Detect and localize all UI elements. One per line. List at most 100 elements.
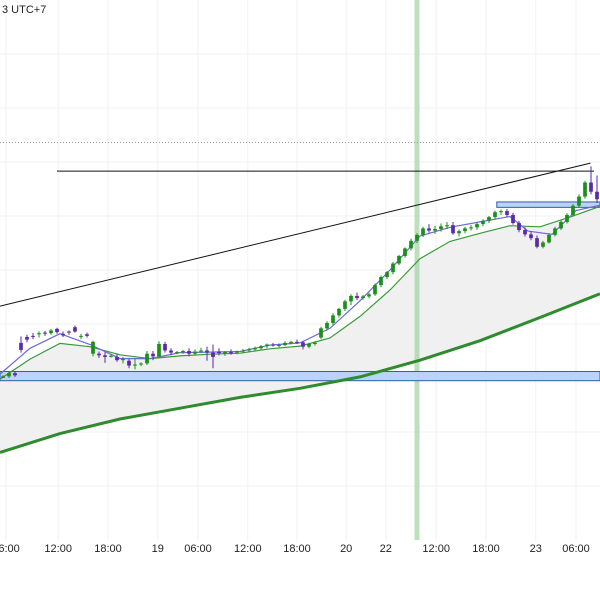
candle-body: [307, 343, 311, 347]
candle-body: [253, 348, 257, 350]
candle: [283, 341, 287, 347]
candle: [421, 226, 425, 238]
candle: [31, 333, 35, 340]
candle-body: [361, 296, 365, 299]
candle: [61, 331, 65, 337]
candle-body: [31, 335, 35, 337]
candle-body: [577, 196, 581, 206]
candle-body: [523, 230, 527, 235]
candle: [313, 341, 317, 346]
candle-body: [511, 214, 515, 224]
x-tick-label: 06:00: [0, 543, 20, 555]
candle: [109, 354, 113, 358]
candle: [379, 275, 383, 288]
candle-body: [349, 295, 353, 302]
candle-body: [187, 351, 191, 354]
candle: [481, 219, 485, 227]
candle: [253, 346, 257, 351]
candle: [91, 340, 95, 357]
candle: [355, 292, 359, 301]
candle-body: [565, 214, 569, 222]
candle-body: [85, 334, 89, 336]
candle: [529, 231, 533, 241]
candle: [79, 333, 83, 340]
candle: [229, 349, 233, 355]
candle: [151, 351, 155, 361]
candle: [301, 340, 305, 350]
candle: [73, 325, 77, 333]
candle: [589, 166, 593, 195]
candle-body: [109, 355, 113, 357]
candle: [49, 328, 53, 335]
candle: [133, 359, 137, 370]
x-tick-label: 22: [380, 543, 392, 555]
candle-body: [199, 350, 203, 352]
candle-body: [439, 226, 443, 229]
candle-body: [235, 351, 239, 353]
candle-body: [277, 345, 281, 347]
candle: [487, 216, 491, 224]
candle: [595, 175, 599, 204]
candle-body: [25, 336, 29, 340]
candle: [205, 346, 209, 361]
candle: [385, 271, 389, 280]
candle: [25, 334, 29, 343]
candle: [517, 220, 521, 233]
candle-body: [7, 373, 11, 377]
candle: [115, 353, 119, 362]
x-tick-label: 23: [530, 543, 542, 555]
candle-body: [457, 231, 461, 234]
candle-body: [1, 376, 5, 378]
ma-band-fill: [0, 206, 600, 453]
candle-body: [265, 344, 269, 347]
candle-body: [487, 217, 491, 221]
candle-body: [133, 364, 137, 366]
ma-fill-area: [0, 206, 600, 453]
candle: [67, 330, 71, 335]
candle-body: [463, 228, 467, 232]
candle: [337, 307, 341, 318]
ma-slow-line: [0, 292, 600, 454]
candle-body: [97, 353, 101, 356]
candle-body: [13, 373, 17, 376]
candle-body: [115, 356, 119, 361]
candle: [373, 283, 377, 296]
candle-body: [385, 272, 389, 278]
x-tick-label: 06:00: [184, 543, 212, 555]
candle-body: [121, 359, 125, 361]
candle: [157, 341, 161, 358]
candle: [511, 212, 515, 225]
x-tick-label: 18:00: [94, 543, 122, 555]
candle: [145, 351, 149, 366]
candle-body: [313, 342, 317, 344]
candle-body: [559, 221, 563, 229]
candle: [445, 221, 449, 229]
candle: [577, 194, 581, 208]
candle-body: [373, 285, 377, 295]
candle: [319, 326, 323, 340]
candle-body: [475, 224, 479, 228]
candle: [175, 351, 179, 355]
candle-body: [301, 342, 305, 347]
candle: [217, 348, 221, 356]
candle-body: [547, 234, 551, 243]
candle: [193, 349, 197, 356]
candle: [553, 226, 557, 237]
candle-body: [247, 349, 251, 351]
candle-body: [397, 255, 401, 264]
candle: [97, 351, 101, 359]
candle: [103, 352, 107, 363]
resistance-zone: [496, 201, 600, 208]
candle: [403, 247, 407, 258]
x-tick-label: 12:00: [44, 543, 72, 555]
candle: [13, 370, 17, 377]
candle: [565, 213, 569, 224]
candle-body: [205, 350, 209, 353]
candle: [331, 313, 335, 326]
candle-body: [217, 351, 221, 354]
candle: [43, 331, 47, 336]
candle: [295, 339, 299, 344]
candle-body: [553, 228, 557, 235]
candle-body: [517, 223, 521, 231]
